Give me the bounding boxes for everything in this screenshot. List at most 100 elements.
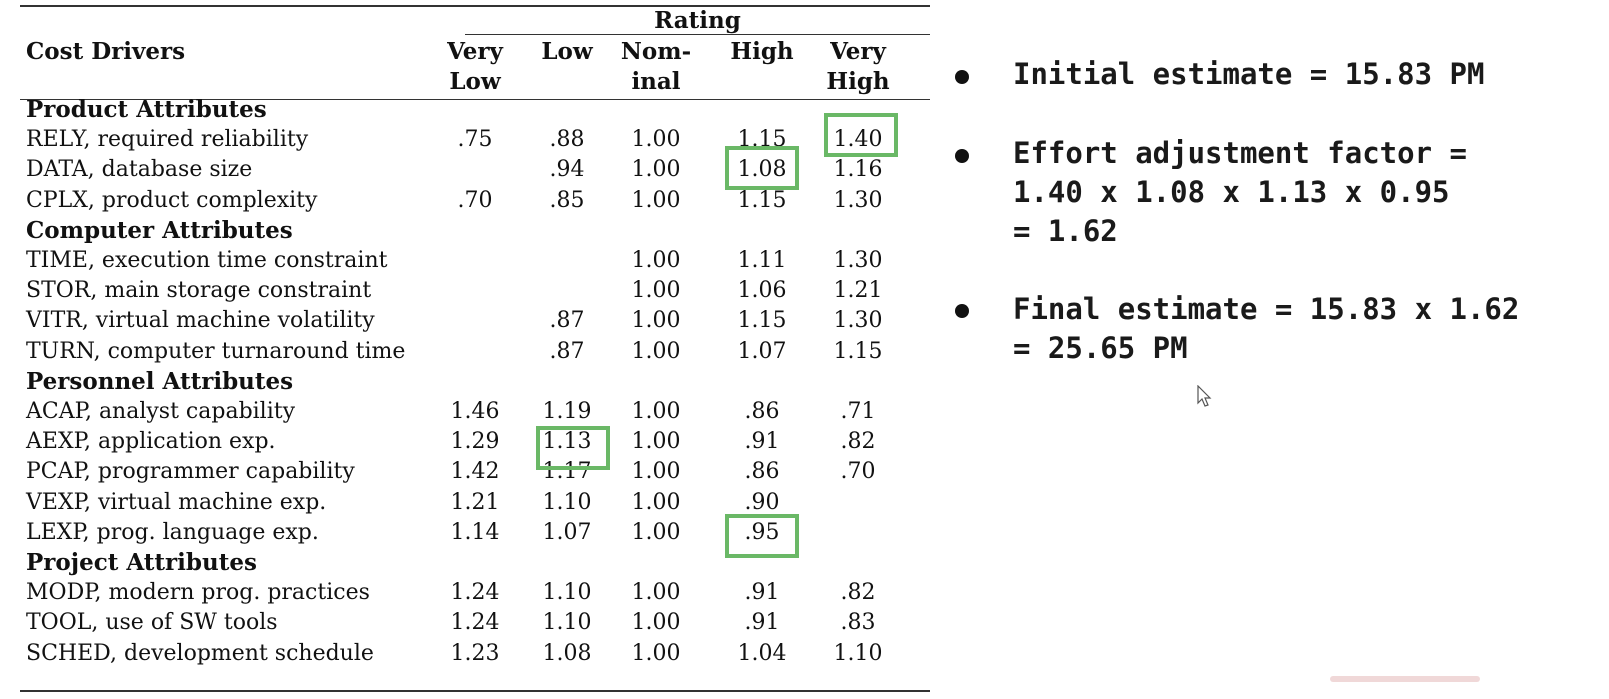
rating-cell-low: 1.08 [542,640,592,666]
rating-cell-nominal: 1.00 [631,248,681,273]
rating-cell-very-low: 1.42 [450,459,500,485]
rating-cell-low: 1.19 [542,399,592,424]
cost-driver-label: ACAP, analyst capability [26,399,296,424]
rating-cell-high: .91 [744,610,780,636]
rating-cell-nominal: 1.00 [631,429,681,455]
cost-driver-label: VITR, virtual machine volatility [26,308,375,334]
rating-cell-very-high: 1.15 [833,338,883,364]
cost-driver-label: DATA, database size [26,157,253,183]
rating-cell-nominal: 1.00 [631,610,681,636]
rating-cell-nominal: 1.00 [631,157,681,183]
rating-header: Rating [654,7,741,34]
rating-cell-nominal: 1.00 [631,187,681,213]
rating-cell-very-high: .82 [840,580,876,606]
rating-cell-low: .87 [549,338,585,364]
rating-cell-very-high: 1.16 [833,157,883,183]
cost-driver-label: PCAP, programmer capability [26,459,355,485]
rating-cell-low: .88 [549,127,585,153]
column-header-very-low: Very Low [447,38,503,95]
rating-cell-very-low: .70 [457,187,493,213]
bullet-dot-icon [955,149,969,163]
rating-cell-nominal: 1.00 [631,308,681,334]
rating-cell-nominal: 1.00 [631,459,681,485]
rating-cell-very-low: 1.21 [450,489,500,515]
rating-cell-very-low: 1.23 [450,640,500,666]
column-header-low: Low [541,38,593,65]
rating-underline [465,34,930,35]
table-top-rule [20,5,930,7]
rating-cell-nominal: 1.00 [631,640,681,666]
column-header-very-high: Very High [826,38,890,95]
bullet-dot-icon [955,304,969,318]
rating-cell-high: 1.15 [737,308,787,334]
rating-cell-low: 1.10 [542,489,592,515]
cost-drivers-header: Cost Drivers [26,38,186,65]
rating-cell-very-high: 1.30 [833,187,883,213]
rating-cell-high: .86 [744,459,780,485]
bullet-effort-adjustment: Effort adjustment factor = 1.40 x 1.08 x… [1013,136,1467,248]
highlight-box-lexp [725,514,799,558]
category-heading: Product Attributes [26,96,267,123]
bullet-final-estimate: Final estimate = 15.83 x 1.62 = 25.65 PM [1013,292,1520,365]
rating-cell-high: .91 [744,580,780,606]
category-heading: Project Attributes [26,549,257,576]
rating-cell-nominal: 1.00 [631,580,681,606]
highlight-box-rely [824,113,898,157]
cost-driver-label: MODP, modern prog. practices [26,580,370,606]
column-header-high: High [730,38,794,65]
rating-cell-low: 1.17 [542,459,592,485]
rating-cell-high: .90 [744,489,780,515]
rating-cell-very-high: .83 [840,610,876,636]
rating-cell-very-low: .75 [457,127,493,153]
rating-cell-low: 1.10 [542,610,592,636]
rating-cell-high: .91 [744,429,780,455]
rating-cell-low: 1.13 [542,429,592,455]
rating-cell-very-high: .82 [840,429,876,455]
rating-cell-low: .87 [549,308,585,334]
rating-cell-very-high: .70 [840,459,876,485]
rating-cell-high: 1.06 [737,278,787,304]
rating-cell-high: 1.08 [737,157,787,183]
rating-cell-very-low: 1.24 [450,580,500,606]
rating-cell-very-low: 1.14 [450,519,500,545]
rating-cell-low: 1.07 [542,519,592,545]
rating-cell-low: .85 [549,187,585,213]
highlight-box-aexp [536,426,610,470]
category-heading: Computer Attributes [26,216,293,244]
rating-cell-very-high: 1.30 [833,248,883,273]
bullet-dot-icon [955,70,969,84]
cost-driver-label: VEXP, virtual machine exp. [26,489,327,515]
cost-driver-label: TOOL, use of SW tools [26,610,278,636]
rating-cell-very-low: 1.24 [450,610,500,636]
rating-cell-very-low: 1.46 [450,399,500,424]
rating-cell-high: .95 [744,519,780,545]
table-header-rule [20,99,930,100]
rating-cell-nominal: 1.00 [631,338,681,364]
cost-driver-label: AEXP, application exp. [26,429,276,455]
cost-driver-label: TURN, computer turnaround time [26,338,406,364]
rating-cell-low: .94 [549,157,585,183]
mouse-pointer-icon [1197,385,1212,407]
rating-cell-nominal: 1.00 [631,519,681,545]
rating-cell-nominal: 1.00 [631,399,681,424]
cost-drivers-table: Rating Cost Drivers Very Low Low Nom-inal… [20,3,930,693]
cost-driver-label: RELY, required reliability [26,127,309,153]
rating-cell-very-high: 1.21 [833,278,883,304]
bullet-initial-estimate: Initial estimate = 15.83 PM [1013,57,1485,91]
rating-cell-nominal: 1.00 [631,127,681,153]
table-bottom-rule [20,690,930,692]
rating-cell-nominal: 1.00 [631,278,681,304]
rating-cell-very-high: 1.40 [833,127,883,153]
rating-cell-very-high: .71 [840,399,876,424]
cost-driver-label: STOR, main storage constraint [26,278,372,304]
cost-driver-label: SCHED, development schedule [26,640,374,666]
rating-cell-very-high: 1.30 [833,308,883,334]
rating-cell-very-low: 1.29 [450,429,500,455]
rating-cell-high: 1.11 [737,248,787,273]
rating-cell-high: 1.04 [737,640,787,666]
cost-driver-label: TIME, execution time constraint [26,248,388,273]
column-header-nominal: Nom-inal [620,38,692,95]
rating-cell-high: .86 [744,399,780,424]
rating-cell-nominal: 1.00 [631,489,681,515]
rating-cell-high: 1.15 [737,187,787,213]
